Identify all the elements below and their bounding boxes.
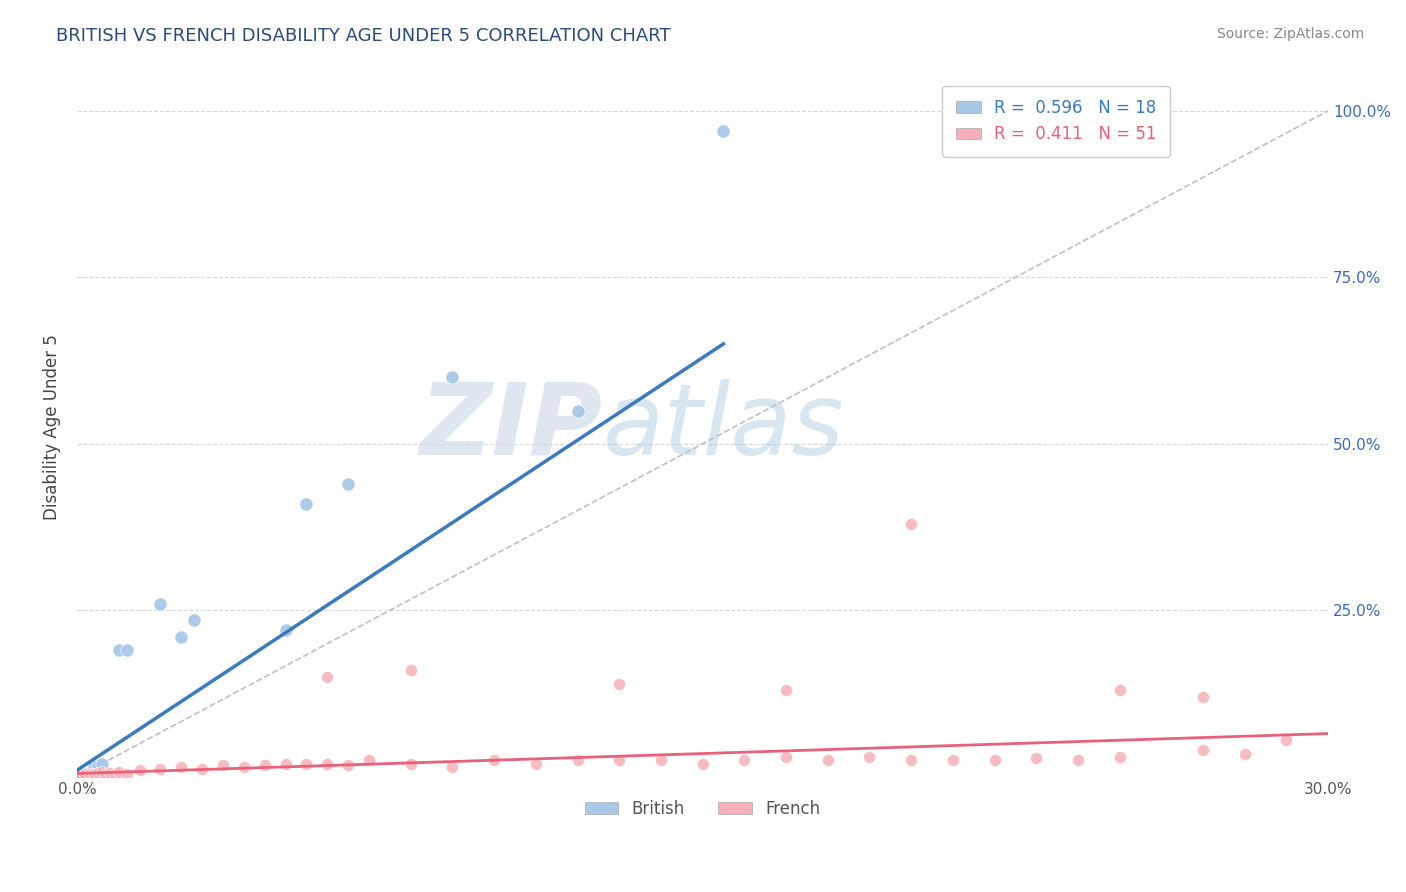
Point	[70, 767, 93, 781]
Point	[316, 756, 339, 771]
Point	[900, 753, 922, 767]
Point	[87, 759, 110, 773]
Point	[775, 750, 797, 764]
Point	[567, 403, 589, 417]
Point	[942, 753, 965, 767]
Point	[115, 767, 138, 781]
Point	[75, 767, 97, 781]
Point	[128, 763, 150, 777]
Point	[149, 597, 172, 611]
Point	[650, 753, 672, 767]
Point	[212, 757, 235, 772]
Point	[75, 767, 97, 781]
Point	[191, 762, 214, 776]
Point	[100, 765, 122, 780]
Point	[253, 757, 276, 772]
Point	[183, 613, 205, 627]
Point	[524, 756, 547, 771]
Point	[1275, 733, 1298, 747]
Point	[170, 630, 193, 644]
Point	[1108, 683, 1130, 698]
Point	[91, 764, 114, 779]
Point	[170, 760, 193, 774]
Point	[399, 663, 422, 677]
Point	[83, 767, 105, 781]
Point	[295, 497, 318, 511]
Point	[1067, 753, 1090, 767]
Point	[107, 764, 129, 779]
Point	[713, 124, 735, 138]
Point	[858, 750, 880, 764]
Point	[900, 516, 922, 531]
Point	[91, 756, 114, 771]
Point	[1025, 751, 1047, 765]
Point	[83, 757, 105, 772]
Point	[607, 753, 630, 767]
Point	[337, 757, 360, 772]
Point	[817, 753, 839, 767]
Point	[733, 753, 755, 767]
Point	[983, 753, 1005, 767]
Text: Source: ZipAtlas.com: Source: ZipAtlas.com	[1216, 27, 1364, 41]
Point	[441, 370, 464, 384]
Y-axis label: Disability Age Under 5: Disability Age Under 5	[44, 334, 60, 520]
Point	[607, 676, 630, 690]
Point	[399, 756, 422, 771]
Point	[337, 476, 360, 491]
Point	[232, 760, 254, 774]
Point	[441, 760, 464, 774]
Text: atlas: atlas	[603, 378, 844, 475]
Point	[115, 643, 138, 657]
Point	[482, 753, 505, 767]
Point	[567, 753, 589, 767]
Point	[100, 766, 122, 780]
Point	[79, 765, 101, 780]
Point	[357, 753, 380, 767]
Point	[1233, 747, 1256, 761]
Point	[1192, 690, 1215, 704]
Point	[149, 762, 172, 776]
Point	[96, 767, 118, 781]
Point	[70, 767, 93, 781]
Point	[775, 683, 797, 698]
Point	[104, 767, 127, 781]
Point	[1108, 750, 1130, 764]
Point	[107, 643, 129, 657]
Text: ZIP: ZIP	[419, 378, 603, 475]
Point	[1192, 743, 1215, 757]
Point	[274, 756, 297, 771]
Text: BRITISH VS FRENCH DISABILITY AGE UNDER 5 CORRELATION CHART: BRITISH VS FRENCH DISABILITY AGE UNDER 5…	[56, 27, 671, 45]
Point	[295, 756, 318, 771]
Point	[692, 756, 714, 771]
Legend: British, French: British, French	[578, 793, 827, 824]
Point	[274, 624, 297, 638]
Point	[87, 765, 110, 780]
Point	[79, 767, 101, 781]
Point	[316, 670, 339, 684]
